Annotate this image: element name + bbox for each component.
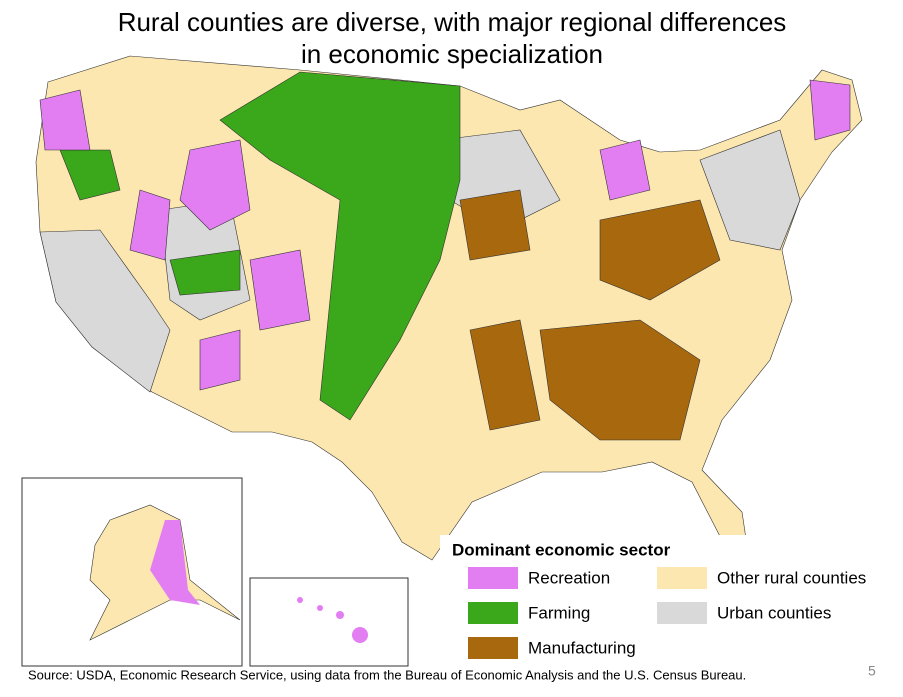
legend-label: Manufacturing [528, 638, 636, 657]
manufacturing-region [469, 319, 541, 431]
manufacturing-region [459, 189, 531, 261]
legend-swatch [657, 567, 707, 589]
urban-region [699, 129, 801, 251]
page-number: 5 [868, 663, 876, 679]
island [352, 627, 368, 643]
urban-region [39, 229, 171, 393]
legend-swatch [468, 637, 518, 659]
legend: Recreation Other rural counties Farming Urb… [468, 567, 866, 659]
legend-label: Recreation [528, 568, 610, 587]
recreation-region [249, 249, 311, 331]
island [336, 611, 344, 619]
legend-title: Dominant economic sector [452, 540, 671, 559]
title-line: in economic specialization [301, 39, 603, 69]
recreation-region [599, 139, 651, 201]
legend-swatch [468, 567, 518, 589]
farming-region [219, 71, 461, 421]
title-line: Rural counties are diverse, with major r… [118, 7, 787, 37]
manufacturing-region [539, 319, 701, 441]
manufacturing-region [599, 199, 721, 301]
recreation-region [39, 89, 91, 151]
legend-label: Urban counties [717, 603, 831, 622]
island [297, 597, 303, 603]
source: Source: USDA, Economic Research Service,… [28, 667, 746, 682]
hawaii-inset [249, 577, 409, 667]
legend-label: Farming [528, 603, 590, 622]
us-map [35, 55, 863, 561]
island [317, 605, 323, 611]
legend-label: Other rural counties [717, 568, 866, 587]
recreation-region [179, 139, 251, 231]
legend-swatch [468, 602, 518, 624]
alaska-region [150, 520, 200, 605]
farming-region [169, 249, 241, 296]
hawaii [297, 597, 368, 643]
recreation-region [199, 329, 241, 391]
recreation-region [129, 189, 171, 261]
recreation-region [809, 79, 851, 141]
farming-region [59, 149, 121, 201]
legend-swatch [657, 602, 707, 624]
